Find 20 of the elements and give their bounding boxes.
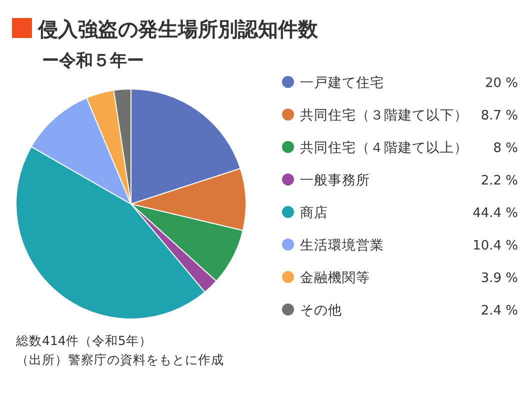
text: （出所）警察庁の資料をもとに作成: [16, 352, 224, 367]
legend-label: 一戸建て住宅: [300, 75, 384, 91]
data-label: 8 %: [493, 141, 518, 156]
data-label: 20 %: [484, 76, 518, 91]
legend-label: 共同住宅（３階建て以下）: [300, 108, 468, 124]
data-label: 8.7 %: [480, 108, 518, 124]
data-label: 2.4 %: [480, 304, 518, 318]
legend-label: 商店: [300, 205, 328, 221]
data-label: 44.4 %: [472, 206, 518, 221]
text: 総数414件（令和5年）: [15, 333, 152, 348]
legend-label: 金融機関等: [300, 270, 370, 286]
chart-subtitle: ー令和５年ー: [42, 51, 144, 71]
legend-label: 一般事務所: [300, 172, 370, 188]
legend-label: その他: [300, 302, 342, 318]
chart-title: 侵入強盗の発生場所別認知件数: [37, 17, 319, 41]
data-label: 3.9 %: [480, 271, 518, 286]
data-label: 2.2 %: [480, 174, 518, 188]
data-label: 10.4 %: [472, 238, 518, 254]
legend-label: 共同住宅（４階建て以上）: [300, 140, 468, 156]
legend-label: 生活環境営業: [300, 238, 384, 254]
